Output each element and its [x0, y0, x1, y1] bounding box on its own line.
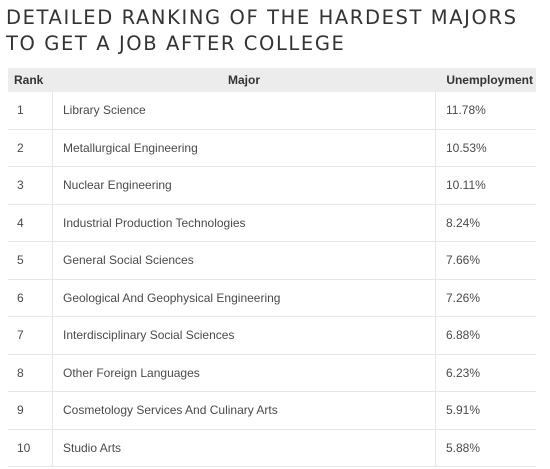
- unemployment-cell: 11.78%: [435, 92, 536, 130]
- major-cell: Other Foreign Languages: [52, 354, 436, 392]
- table-row: 8 Other Foreign Languages 6.23%: [8, 354, 536, 392]
- table-row: 5 General Social Sciences 7.66%: [8, 241, 536, 280]
- unemployment-cell: 8.24%: [435, 204, 536, 242]
- major-cell: General Social Sciences: [52, 241, 436, 280]
- rank-cell: 7: [8, 316, 53, 355]
- page-title: DETAILED RANKING OF THE HARDEST MAJORS T…: [6, 5, 546, 57]
- rank-cell: 6: [8, 279, 53, 317]
- unemployment-cell: 10.11%: [435, 166, 536, 205]
- table-row: 7 Interdisciplinary Social Sciences 6.88%: [8, 316, 536, 355]
- table-row: 6 Geological And Geophysical Engineering 7…: [8, 279, 536, 317]
- table-row: 4 Industrial Production Technologies 8.24%: [8, 204, 536, 242]
- header-row: Rank Major Unemployment: [8, 68, 536, 92]
- major-cell: Studio Arts: [52, 429, 436, 467]
- table-row: 1 Library Science 11.78%: [8, 92, 536, 130]
- unemployment-cell: 6.88%: [435, 316, 536, 355]
- rank-cell: 4: [8, 204, 53, 242]
- unemployment-cell: 7.26%: [435, 279, 536, 317]
- rank-cell: 1: [8, 92, 53, 130]
- unemployment-cell: 5.88%: [435, 429, 536, 467]
- rank-cell: 2: [8, 129, 53, 167]
- rank-cell: 10: [8, 429, 53, 467]
- major-cell: Nuclear Engineering: [52, 166, 436, 205]
- rank-cell: 3: [8, 166, 53, 205]
- rank-cell: 9: [8, 391, 53, 430]
- unemployment-cell: 7.66%: [435, 241, 536, 280]
- major-cell: Library Science: [52, 92, 436, 130]
- table-row: 10 Studio Arts 5.88%: [8, 429, 536, 467]
- major-cell: Cosmetology Services And Culinary Arts: [52, 391, 436, 430]
- table-row: 3 Nuclear Engineering 10.11%: [8, 166, 536, 205]
- rank-cell: 5: [8, 241, 53, 280]
- title-line-1: DETAILED RANKING OF THE HARDEST MAJORS: [6, 6, 518, 29]
- rank-cell: 8: [8, 354, 53, 392]
- table-row: 9 Cosmetology Services And Culinary Arts 5…: [8, 391, 536, 430]
- unemployment-cell: 10.53%: [435, 129, 536, 167]
- major-cell: Geological And Geophysical Engineering: [52, 279, 436, 317]
- major-cell: Industrial Production Technologies: [52, 204, 436, 242]
- table-header: Rank Major Unemployment: [8, 68, 536, 92]
- table-row: 2 Metallurgical Engineering 10.53%: [8, 129, 536, 167]
- header-unemployment: Unemployment: [435, 68, 536, 92]
- unemployment-cell: 5.91%: [435, 391, 536, 430]
- title-line-2: TO GET A JOB AFTER COLLEGE: [6, 32, 346, 55]
- header-rank: Rank: [8, 68, 53, 92]
- major-cell: Interdisciplinary Social Sciences: [52, 316, 436, 355]
- ranking-table: Rank Major Unemployment 1 Library Science…: [8, 68, 536, 467]
- header-major: Major: [52, 68, 436, 92]
- major-cell: Metallurgical Engineering: [52, 129, 436, 167]
- table-body: 1 Library Science 11.78% 2 Metallurgical Eng…: [8, 92, 536, 467]
- unemployment-cell: 6.23%: [435, 354, 536, 392]
